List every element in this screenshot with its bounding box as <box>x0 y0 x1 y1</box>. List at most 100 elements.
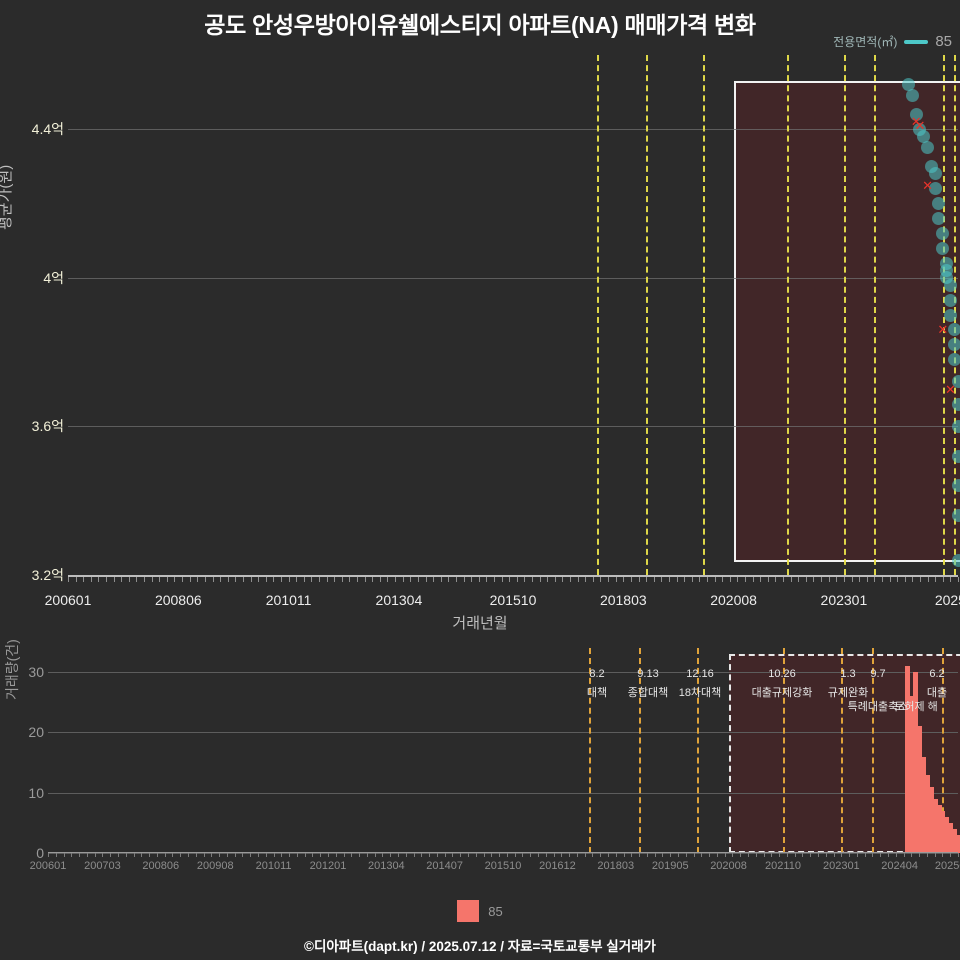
axis-tick <box>600 853 602 857</box>
policy-annotation-label: 토허제 해 <box>894 701 938 713</box>
axis-tick <box>102 853 104 857</box>
axis-tick <box>851 577 853 582</box>
price-x-tick-label: 202008 <box>710 592 757 608</box>
axis-tick <box>545 853 547 857</box>
volume-x-tick-label: 201201 <box>309 860 347 872</box>
data-point <box>947 323 960 337</box>
axis-tick <box>180 853 182 857</box>
axis-tick <box>866 577 868 582</box>
price-x-tick-label: 202301 <box>820 592 868 608</box>
axis-tick <box>468 853 469 857</box>
axis-tick <box>372 577 374 582</box>
axis-tick <box>90 577 92 582</box>
axis-tick <box>452 853 454 857</box>
axis-tick <box>402 577 404 582</box>
axis-tick <box>760 577 762 582</box>
axis-tick <box>825 853 827 857</box>
axis-tick <box>491 853 493 857</box>
policy-marker-line <box>596 55 599 575</box>
volume-bar-plot <box>48 648 960 854</box>
axis-tick <box>341 577 343 582</box>
axis-tick <box>584 853 586 857</box>
axis-tick <box>289 853 291 857</box>
axis-tick <box>312 853 314 857</box>
legend-top: 전용면적(㎡) 85 <box>833 33 952 50</box>
volume-x-tick-label: 201905 <box>651 860 689 872</box>
outlier-marker: ✕ <box>914 118 926 134</box>
volume-bar <box>948 822 954 853</box>
axis-tick <box>382 853 384 857</box>
data-point <box>917 130 931 144</box>
volume-x-tick-label: 200908 <box>196 860 234 872</box>
axis-tick <box>919 853 921 857</box>
axis-tick <box>242 577 244 582</box>
volume-x-tick-label: 201612 <box>539 860 576 872</box>
axis-tick <box>71 853 73 857</box>
axis-tick <box>334 577 336 582</box>
volume-bar <box>956 834 960 853</box>
volume-bar <box>944 816 950 853</box>
axis-tick <box>174 577 176 582</box>
axis-tick <box>755 853 757 857</box>
price-x-axis: 200601 200806 201011 201304 201510 201803 2020… <box>45 588 960 610</box>
data-point <box>905 89 919 103</box>
policy-marker-line <box>783 648 785 853</box>
price-x-tick-label: 201803 <box>599 592 647 608</box>
price-x-tick-label: 200806 <box>154 592 202 608</box>
price-x-tick-label: 2025 <box>934 592 960 608</box>
axis-tick <box>326 577 328 582</box>
axis-tick <box>189 577 191 582</box>
data-point <box>947 338 960 352</box>
axis-tick <box>539 577 541 582</box>
axis-tick <box>716 853 718 857</box>
axis-tick <box>164 853 166 857</box>
volume-bar <box>924 774 930 853</box>
axis-tick <box>311 577 313 582</box>
legend-top-value: 85 <box>935 33 952 50</box>
axis-tick <box>242 853 244 857</box>
price-gridline <box>68 277 958 279</box>
volume-y-tick-label: 20 <box>28 724 44 741</box>
axis-tick <box>68 577 69 582</box>
axis-tick <box>653 577 655 582</box>
volume-y-tick-label: 30 <box>28 664 44 681</box>
price-y-tick-label: 4억 <box>43 269 64 286</box>
axis-tick <box>55 853 57 857</box>
price-x-axis-line <box>68 575 958 577</box>
axis-tick <box>745 577 746 582</box>
axis-tick <box>821 577 823 582</box>
axis-tick <box>752 577 754 582</box>
legend-top-swatch <box>904 39 929 44</box>
data-point <box>909 107 923 121</box>
axis-tick <box>499 853 501 857</box>
axis-tick <box>654 853 656 857</box>
price-y-tick-label: 3.2억 <box>31 567 64 583</box>
axis-tick <box>934 853 936 857</box>
axis-tick <box>670 853 672 857</box>
axis-tick <box>516 577 518 582</box>
axis-tick <box>501 577 503 582</box>
data-point <box>943 278 957 292</box>
axis-tick <box>881 577 883 582</box>
data-point <box>928 167 942 181</box>
data-point <box>951 375 960 389</box>
axis-tick <box>417 577 419 582</box>
axis-tick <box>748 853 749 857</box>
axis-tick <box>592 853 594 857</box>
axis-tick <box>94 853 96 857</box>
policy-marker-line <box>786 55 789 575</box>
axis-tick <box>813 577 815 582</box>
axis-tick <box>429 853 431 857</box>
data-point <box>951 479 960 493</box>
axis-tick <box>493 577 495 582</box>
policy-annotation-label: 대출규제강화 <box>751 687 813 699</box>
axis-tick <box>281 853 283 857</box>
footer-credit: ©디아파트(dapt.kr) / 2025.07.12 / 자료=국토교통부 실… <box>304 939 656 954</box>
volume-x-axis: 200601 200703 200806 200908 201011 201201 2013… <box>30 858 960 876</box>
axis-tick <box>273 853 275 857</box>
axis-tick <box>425 577 427 582</box>
axis-tick <box>841 853 843 857</box>
axis-tick <box>740 853 742 857</box>
axis-tick <box>125 853 127 857</box>
axis-tick <box>203 853 205 857</box>
